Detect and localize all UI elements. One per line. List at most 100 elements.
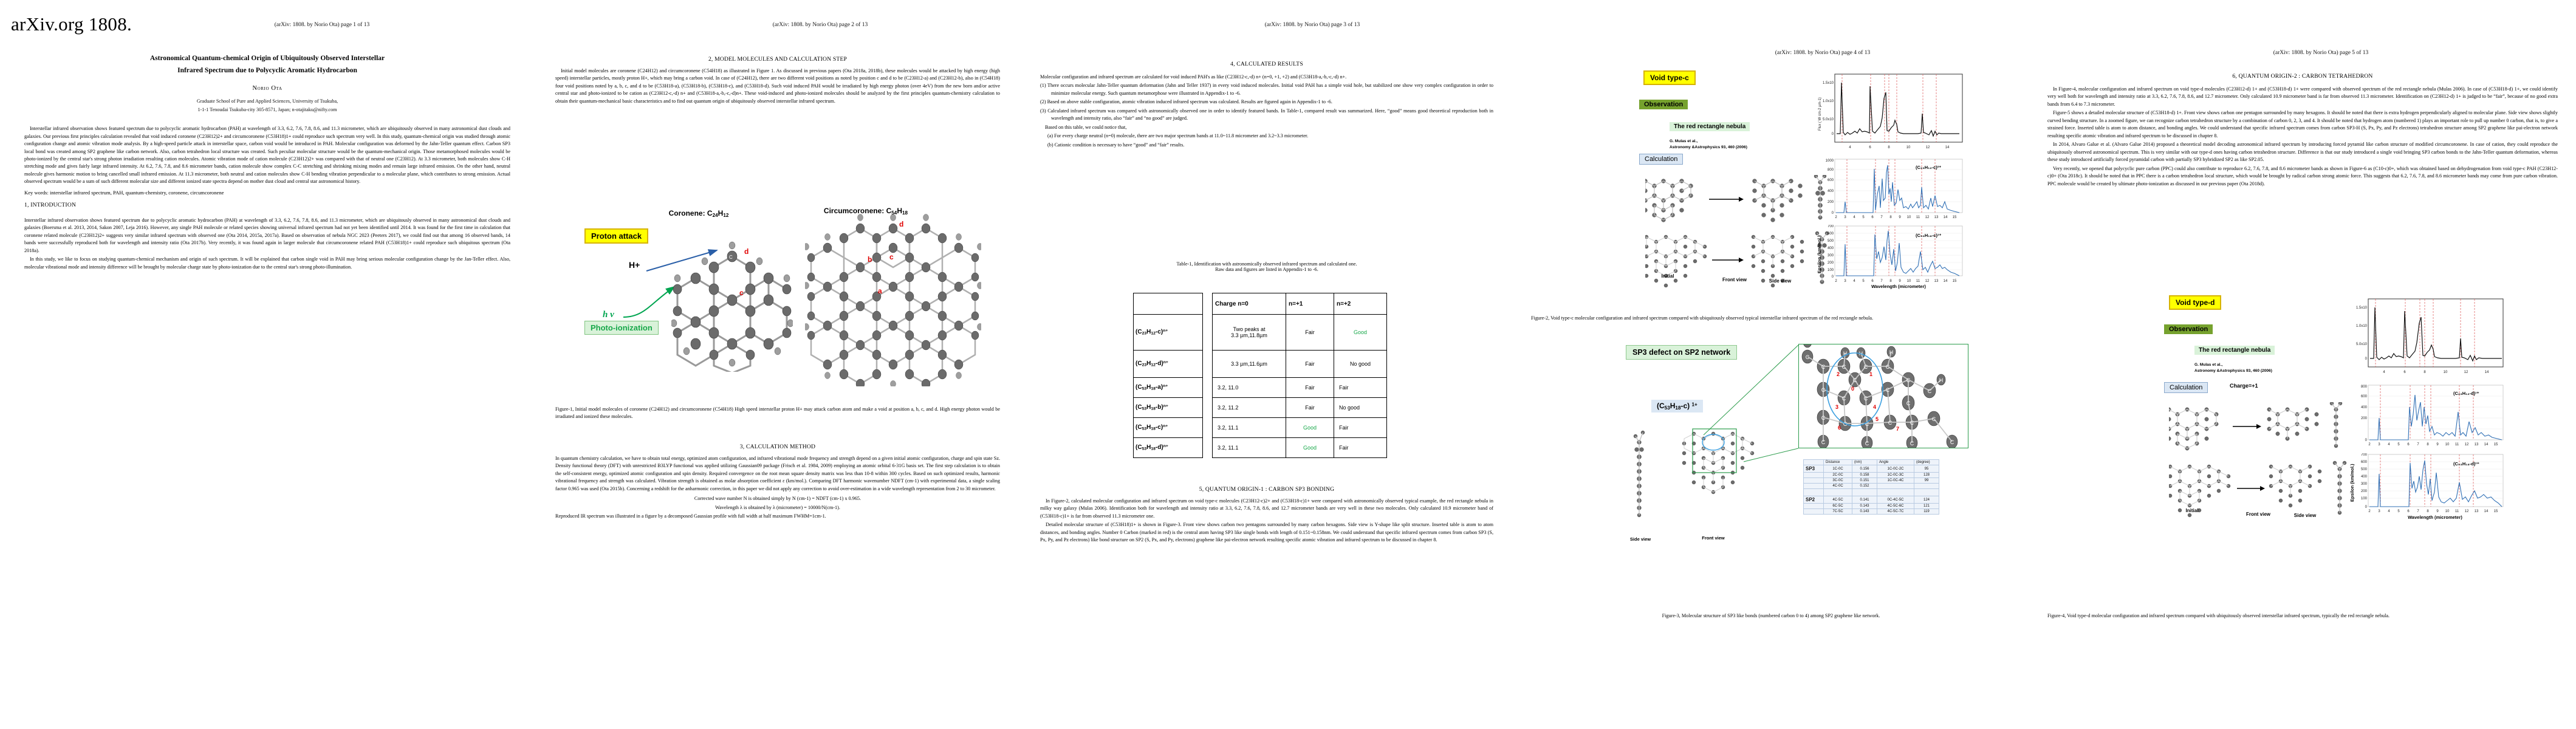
sp3-c2: 0.158 [1852, 472, 1877, 478]
page3-item-b: (b) Cationic condition is necessary to h… [1047, 142, 1185, 148]
paper-title-line-1: Astronomical Quantum-chemical Origin of … [149, 55, 385, 62]
table-row: (C53H18-d)n+ 3.2, 11.1 Good Fair [1133, 437, 1387, 458]
sp3-c3: 4C-5C-7C [1877, 508, 1914, 515]
svg-text:C: C [1950, 439, 1954, 445]
table-row: (C23H12-d)n+ 3.3 µm,11.6µm Fair No good [1133, 350, 1387, 378]
svg-text:2: 2 [1835, 279, 1837, 283]
svg-text:H: H [1889, 349, 1894, 355]
sp3-c2: 0.143 [1852, 503, 1877, 509]
svg-text:0: 0 [2365, 505, 2368, 509]
svg-text:15: 15 [2494, 510, 2498, 513]
section-heading-quantum-origin-2: 6, QUANTUM ORIGIN-2 : CARBON TETRAHEDRON [2232, 73, 2373, 80]
page2-eq-2: Wavelength λ is obtained by λ (micromete… [715, 504, 840, 510]
sp3-c3: 0C-4C-5C [1877, 496, 1914, 504]
svg-text:300: 300 [1828, 254, 1834, 258]
svg-text:5: 5 [2397, 443, 2400, 447]
svg-text:100: 100 [1828, 269, 1834, 272]
affiliation: Graduate School of Pure and Applied Scie… [0, 97, 535, 114]
page-3: (arXiv: 1808. by Norio Ota) page 3 of 13… [1021, 0, 1513, 729]
sp3-c2: 0.143 [1852, 508, 1877, 515]
svg-text:0: 0 [1832, 275, 1834, 279]
table-1: Charge n=0 n=+1 n=+2 (C23H12-c)n+ Two pe… [1133, 293, 1387, 458]
figure-1-label-d-right: d [899, 220, 904, 228]
svg-text:C: C [1865, 421, 1869, 427]
page2-paragraph-3: Reproduced IR spectrum was illustrated i… [555, 513, 826, 519]
svg-text:0: 0 [1832, 211, 1834, 215]
sp3-c1: 6C-5C [1823, 503, 1852, 509]
coronene-molecule-icon: C [671, 241, 793, 372]
svg-text:14: 14 [1944, 216, 1948, 219]
figure-2: Void type-c Observation The red rectangl… [1513, 61, 2029, 298]
tag-void-type-d: Void type-d [2169, 295, 2222, 310]
svg-text:C: C [1886, 364, 1890, 370]
svg-text:12: 12 [1925, 216, 1930, 219]
sp3-c0 [1803, 508, 1824, 515]
svg-text:2: 2 [1837, 371, 1840, 377]
svg-text:12: 12 [1925, 279, 1930, 283]
sp3-c2 [1852, 488, 1877, 496]
row-n0: 3.2, 11.1 [1212, 437, 1286, 458]
sp3-c0 [1803, 472, 1824, 478]
svg-text:5: 5 [1862, 279, 1865, 283]
svg-text:15: 15 [1953, 216, 1957, 219]
source-line-1: G. Mulas et al., [1670, 139, 1698, 143]
svg-text:3: 3 [2378, 443, 2380, 447]
svg-text:200: 200 [1828, 261, 1834, 265]
row-n0: 3.2, 11.1 [1212, 417, 1286, 438]
figure-1-caption: Figure-1, Initial model molecules of cor… [555, 406, 1000, 420]
spectrum-bottom-label-2: (C₅₃H₁₈-d)¹⁺ [2453, 461, 2479, 467]
figure-4-molecules-icon [2169, 402, 2347, 518]
identification-table: Charge n=0 n=+1 n=+2 (C23H12-c)n+ Two pe… [1133, 293, 1387, 458]
section-heading-model-molecules: 2, MODEL MOLECULES AND CALCULATION STEP [708, 56, 848, 63]
svg-text:300: 300 [2361, 482, 2368, 486]
svg-text:4: 4 [2388, 443, 2390, 447]
table-1-caption-line-2: Raw data and figures are listed in Appen… [1215, 267, 1318, 272]
sp3-row: 4C-0C 0.152 [1803, 483, 1939, 489]
sp3-c1: 3C-0C [1823, 477, 1852, 484]
page5-paragraph-4: Very recently, we opened that polycyclic… [2047, 165, 2558, 187]
svg-text:800: 800 [1828, 168, 1834, 172]
figure-1-label-b-right: b [868, 255, 872, 264]
svg-text:8: 8 [2427, 443, 2429, 447]
svg-text:14: 14 [2485, 371, 2489, 374]
table-row: (C53H18-c)n+ 3.2, 11.1 Good Fair [1133, 417, 1387, 438]
sp3-c3: 1C-0C-4C [1877, 477, 1914, 484]
figure-4-caption: Figure-4, Void type-d molecular configur… [2047, 613, 2390, 619]
figure-4-source: G. Mulas et al., Astronomy &Astrophysics… [2194, 362, 2272, 374]
sp3-c4: 124 [1914, 496, 1939, 504]
svg-text:4: 4 [1853, 279, 1855, 283]
table-h3: n=+1 [1286, 293, 1334, 315]
sp3-c0 [1803, 488, 1824, 496]
molecule-views-icon: Side view Front view [1630, 428, 1755, 542]
svg-text:8: 8 [2427, 510, 2429, 513]
calculation-molecules-icon [1645, 175, 1829, 287]
row-n1: Good [1286, 417, 1334, 438]
svg-text:4: 4 [1849, 146, 1851, 149]
svg-text:6: 6 [2407, 510, 2410, 513]
table-h1 [1202, 293, 1213, 315]
tag-photo-ionization: Photo-ionization [584, 321, 659, 335]
svg-text:13: 13 [2475, 510, 2479, 513]
svg-text:400: 400 [1828, 190, 1834, 193]
svg-text:6: 6 [1838, 425, 1841, 431]
svg-text:3: 3 [1844, 216, 1846, 219]
sp3-row: SP2 4C-5C 0.141 0C-4C-5C 124 [1803, 496, 1939, 504]
page-5: (arXiv: 1808. by Norio Ota) page 5 of 13… [2029, 0, 2576, 729]
svg-text:9: 9 [2436, 510, 2439, 513]
page-1: arXiv.org 1808. (arXiv: 1808. by Norio O… [0, 0, 535, 729]
calc-spectrum-c53d-chart: 700 600 500 400 300 200 100 0 2 3 4 5 6 7 8 9 10 11… [2349, 453, 2504, 520]
svg-text:C: C [1821, 364, 1826, 370]
svg-text:4: 4 [1873, 404, 1876, 410]
svg-text:10: 10 [2445, 510, 2450, 513]
svg-text:C: C [1842, 364, 1846, 370]
page5-paragraph-1: In Figure-4, molecular configuration and… [2047, 86, 2558, 107]
svg-text:11: 11 [1916, 279, 1920, 283]
sp3-c3 [1877, 483, 1914, 489]
svg-text:2: 2 [1835, 216, 1837, 219]
svg-text:10: 10 [2444, 371, 2448, 374]
tag-red-rectangle-nebula-2: The red rectangle nebula [2194, 344, 2275, 355]
running-head-page-4: (arXiv: 1808. by Norio Ota) page 4 of 13 [1775, 50, 1871, 56]
sp3-c2: 0.151 [1852, 477, 1877, 484]
svg-text:12: 12 [1926, 146, 1930, 149]
svg-text:6: 6 [2403, 371, 2406, 374]
